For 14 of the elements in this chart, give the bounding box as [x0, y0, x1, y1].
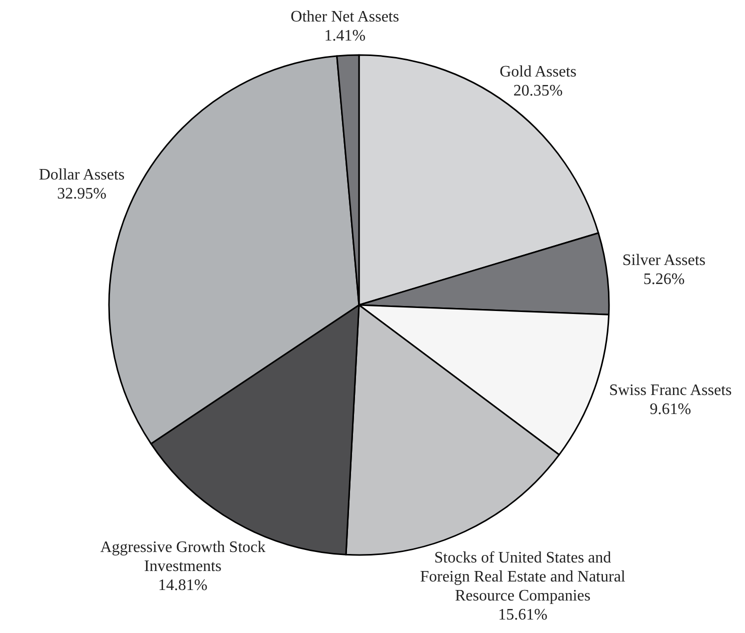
- data-label: 1.41%: [324, 28, 366, 45]
- data-label: 14.81%: [158, 577, 208, 594]
- data-label: 32.95%: [57, 186, 106, 203]
- data-label: 9.61%: [650, 400, 692, 418]
- slice-label: Dollar Assets: [38, 166, 125, 184]
- slice-label: Stocks of United States and Foreign Real Estate and Natural Resource Companies: [420, 550, 626, 605]
- slice-label: Gold Assets: [500, 63, 577, 80]
- slice-label: Silver Assets: [622, 252, 706, 269]
- data-label: 5.26%: [643, 270, 685, 288]
- slice-label: Swiss Franc Assets: [609, 382, 732, 399]
- data-label: 20.35%: [513, 82, 563, 100]
- data-label: 15.61%: [498, 606, 548, 624]
- slice-label: Aggressive Growth Stock Investments: [100, 539, 266, 576]
- slice-label: Other Net Assets: [290, 8, 400, 26]
